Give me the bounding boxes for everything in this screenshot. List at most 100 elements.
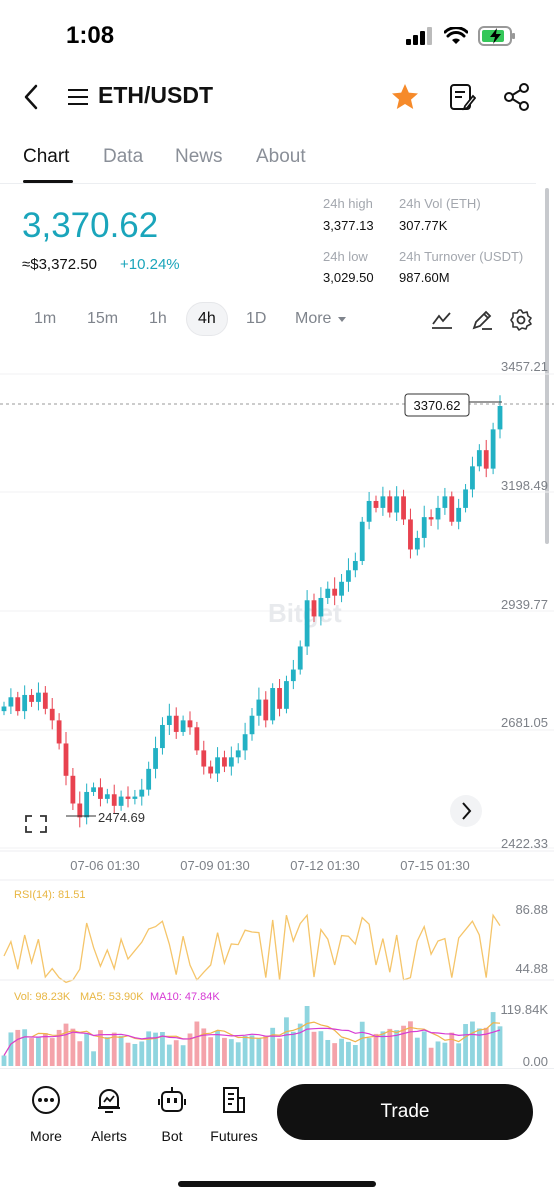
alerts-button[interactable]: Alerts	[79, 1085, 139, 1144]
candle	[77, 803, 83, 818]
pair-menu-icon[interactable]	[66, 86, 90, 108]
timeframe-1h[interactable]: 1h	[149, 310, 167, 327]
timeframe-1m[interactable]: 1m	[34, 310, 57, 327]
fiat-price: ≈$3,372.50	[22, 256, 97, 273]
rsi-label: RSI(14): 81.51	[14, 889, 86, 901]
volume-bar	[387, 1028, 393, 1066]
candle	[263, 699, 269, 721]
settings-gear-icon[interactable]	[509, 308, 533, 332]
volume-bar	[56, 1029, 62, 1066]
more-button[interactable]: More	[16, 1085, 76, 1144]
volume-bar	[311, 1031, 317, 1066]
volume-bar	[187, 1033, 193, 1066]
status-time: 1:08	[66, 22, 115, 49]
back-icon[interactable]	[18, 82, 48, 112]
candle	[290, 669, 296, 682]
volume-bar	[194, 1021, 200, 1066]
chart-area[interactable]: Bitget 3370.62 3457.21 3198.49 2939.77 2…	[0, 346, 554, 1069]
volume-bar	[277, 1038, 282, 1066]
tab-data[interactable]: Data	[103, 146, 144, 167]
candle	[387, 496, 393, 513]
candle	[476, 450, 482, 467]
candle	[297, 646, 303, 670]
candle	[104, 794, 110, 799]
candle	[1, 706, 7, 712]
price-axis-label: 2422.33	[501, 836, 548, 851]
candle	[394, 496, 400, 513]
candle	[449, 496, 455, 522]
volume-bar	[408, 1021, 413, 1066]
more-dots-icon	[32, 1086, 60, 1114]
fullscreen-icon[interactable]	[25, 815, 47, 833]
bot-label: Bot	[161, 1128, 183, 1144]
timeframe-more[interactable]: More	[295, 310, 332, 327]
draw-tool-icon[interactable]	[470, 308, 494, 332]
tab-news[interactable]: News	[175, 146, 223, 167]
candle	[29, 694, 34, 702]
pair-title[interactable]: ETH/USDT	[98, 82, 213, 108]
candle	[132, 796, 138, 799]
nav-bar: ETH/USDT	[0, 72, 554, 122]
favorite-star-icon[interactable]	[390, 82, 420, 112]
low-value: 3,029.50	[323, 270, 374, 285]
volume-bar	[442, 1042, 448, 1066]
notes-icon[interactable]	[448, 82, 476, 112]
volume-bar	[456, 1043, 462, 1066]
timeframe-15m[interactable]: 15m	[87, 310, 119, 327]
ma5-label: MA5: 53.90K	[80, 991, 144, 1003]
scroll-right-button[interactable]	[450, 795, 482, 827]
volume-bar	[359, 1021, 365, 1066]
wifi-icon	[444, 27, 468, 44]
tab-chart[interactable]: Chart	[23, 146, 70, 167]
candle	[414, 537, 420, 550]
volume-bar	[297, 1023, 303, 1066]
timeframe-1d[interactable]: 1D	[246, 310, 267, 327]
candle	[160, 724, 165, 749]
candle	[421, 517, 427, 538]
candle	[118, 796, 124, 806]
scrollbar[interactable]	[545, 188, 549, 544]
volume-bar	[139, 1041, 145, 1066]
price-axis-label: 3198.49	[501, 478, 548, 493]
volume-bar	[111, 1032, 117, 1066]
candle	[153, 748, 158, 769]
trade-button[interactable]: Trade	[277, 1084, 533, 1140]
turnover-value: 987.60M	[399, 270, 450, 285]
candle	[15, 697, 21, 712]
volume-bar	[15, 1029, 21, 1066]
candlestick-chart[interactable]: Bitget 3370.62 3457.21 3198.49 2939.77 2…	[0, 346, 554, 1069]
alerts-label: Alerts	[91, 1128, 127, 1144]
status-bar: 1:08	[0, 0, 554, 70]
candle	[366, 500, 372, 522]
candle	[201, 750, 207, 767]
volume-bar	[318, 1031, 324, 1066]
home-indicator	[178, 1181, 376, 1187]
more-label: More	[30, 1128, 62, 1144]
price-axis-label: 2939.77	[501, 597, 548, 612]
volume-bar	[284, 1017, 289, 1066]
indicator-icon[interactable]	[430, 308, 454, 332]
candle	[146, 768, 152, 790]
candle	[36, 692, 41, 702]
candle	[249, 715, 255, 735]
tab-about[interactable]: About	[256, 146, 306, 167]
candle	[497, 405, 503, 430]
volume-bar	[435, 1041, 441, 1066]
active-tab-indicator	[23, 180, 73, 183]
volume-bar	[242, 1036, 248, 1066]
volume-bar	[1, 1055, 7, 1066]
timeframe-4h[interactable]: 4h	[198, 310, 216, 327]
candle	[490, 429, 496, 469]
share-icon[interactable]	[503, 82, 531, 112]
volume-bar	[249, 1035, 255, 1066]
volume-bar	[339, 1038, 344, 1066]
futures-button[interactable]: Futures	[204, 1085, 264, 1144]
bot-button[interactable]: Bot	[142, 1085, 202, 1144]
volume-bar	[304, 1006, 310, 1066]
volume-bar	[118, 1035, 124, 1066]
volume-bar	[29, 1038, 34, 1066]
volume-bar	[63, 1023, 69, 1066]
volume-bar	[470, 1021, 475, 1066]
volume-bar	[414, 1037, 420, 1066]
volume-bar	[166, 1044, 172, 1066]
